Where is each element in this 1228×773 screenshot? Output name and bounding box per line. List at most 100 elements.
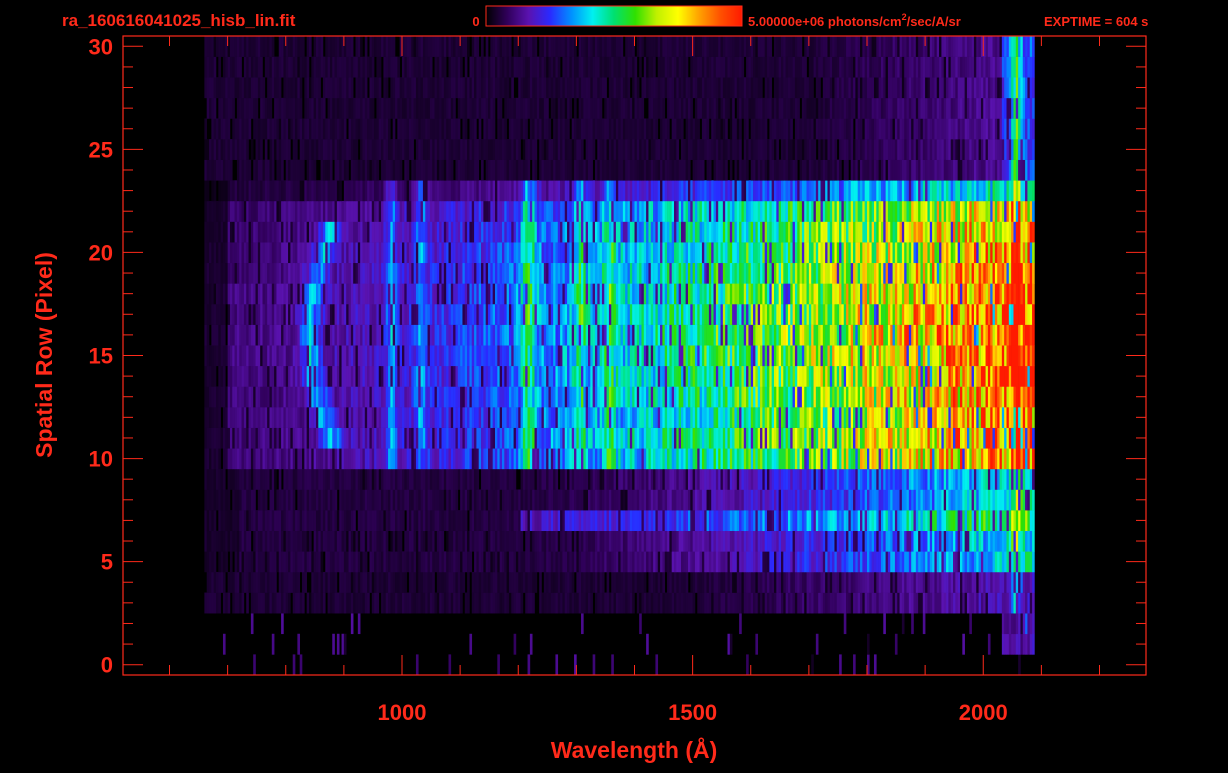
heatmap-cell xyxy=(507,345,510,366)
heatmap-cell xyxy=(486,551,489,572)
heatmap-cell xyxy=(823,469,826,490)
heatmap-cell xyxy=(951,510,954,531)
heatmap-cell xyxy=(509,386,512,407)
heatmap-cell xyxy=(732,551,735,572)
heatmap-cell xyxy=(323,593,326,614)
heatmap-cell xyxy=(593,386,596,407)
heatmap-cell xyxy=(576,572,579,593)
heatmap-cell xyxy=(832,489,835,510)
heatmap-cell xyxy=(904,448,907,469)
heatmap-cell xyxy=(502,366,505,387)
heatmap-cell xyxy=(986,593,989,614)
heatmap-cell xyxy=(802,366,805,387)
heatmap-cell xyxy=(753,345,756,366)
heatmap-cell xyxy=(511,489,514,510)
heatmap-cell xyxy=(383,510,386,531)
heatmap-cell xyxy=(307,593,310,614)
heatmap-cell xyxy=(795,428,798,449)
heatmap-cell xyxy=(874,531,877,552)
heatmap-cell xyxy=(918,572,921,593)
heatmap-cell xyxy=(1000,345,1003,366)
heatmap-cell xyxy=(379,469,382,490)
heatmap-cell xyxy=(693,448,696,469)
heatmap-cell xyxy=(700,407,703,428)
heatmap-cell xyxy=(969,531,972,552)
heatmap-cell xyxy=(758,448,761,469)
heatmap-cell xyxy=(667,366,670,387)
heatmap-cell xyxy=(1018,428,1021,449)
heatmap-cell xyxy=(425,428,428,449)
heatmap-cell xyxy=(632,407,635,428)
heatmap-cell xyxy=(660,345,663,366)
heatmap-cell xyxy=(1020,407,1023,428)
heatmap-cell xyxy=(493,489,496,510)
heatmap-cell xyxy=(734,345,737,366)
heatmap-cell xyxy=(300,469,303,490)
heatmap-cell xyxy=(525,407,528,428)
heatmap-cell xyxy=(674,325,677,346)
heatmap-cell xyxy=(297,345,300,366)
heatmap-cell xyxy=(767,551,770,572)
heatmap-cell xyxy=(516,448,519,469)
heatmap-cell xyxy=(725,325,728,346)
heatmap-cell xyxy=(967,510,970,531)
heatmap-cell xyxy=(855,407,858,428)
heatmap-cell xyxy=(323,428,326,449)
heatmap-cell xyxy=(374,366,377,387)
heatmap-cell xyxy=(279,593,282,614)
heatmap-cell xyxy=(428,448,431,469)
heatmap-cell xyxy=(632,531,635,552)
heatmap-cell xyxy=(209,345,212,366)
heatmap-cell xyxy=(809,366,812,387)
heatmap-cell xyxy=(518,407,521,428)
heatmap-cell xyxy=(760,531,763,552)
heatmap-cell xyxy=(932,407,935,428)
heatmap-cell xyxy=(893,345,896,366)
heatmap-cell xyxy=(402,448,405,469)
heatmap-cell xyxy=(679,366,682,387)
heatmap-cell xyxy=(400,572,403,593)
heatmap-cell xyxy=(351,531,354,552)
heatmap-cell xyxy=(702,407,705,428)
heatmap-cell xyxy=(765,325,768,346)
heatmap-cell xyxy=(728,448,731,469)
heatmap-cell xyxy=(328,448,331,469)
heatmap-cell xyxy=(765,551,768,572)
heatmap-cell xyxy=(635,386,638,407)
heatmap-cell xyxy=(239,531,242,552)
heatmap-cell xyxy=(381,407,384,428)
heatmap-cell xyxy=(702,572,705,593)
heatmap-cell xyxy=(207,531,210,552)
heatmap-cell xyxy=(500,572,503,593)
heatmap-cell xyxy=(651,551,654,572)
heatmap-cell xyxy=(765,448,768,469)
heatmap-cell xyxy=(728,551,731,572)
heatmap-cell xyxy=(516,366,519,387)
heatmap-cell xyxy=(744,325,747,346)
heatmap-cell xyxy=(360,366,363,387)
heatmap-cell xyxy=(874,386,877,407)
heatmap-cell xyxy=(330,366,333,387)
heatmap-cell xyxy=(972,593,975,614)
heatmap-cell xyxy=(783,345,786,366)
heatmap-cell xyxy=(476,510,479,531)
heatmap-cell xyxy=(916,428,919,449)
heatmap-cell xyxy=(972,510,975,531)
heatmap-cell xyxy=(490,593,493,614)
heatmap-cell xyxy=(1007,386,1010,407)
heatmap-cell xyxy=(693,489,696,510)
heatmap-cell xyxy=(648,489,651,510)
heatmap-cell xyxy=(907,366,910,387)
heatmap-cell xyxy=(439,489,442,510)
heatmap-cell xyxy=(546,448,549,469)
heatmap-cell xyxy=(332,510,335,531)
heatmap-cell xyxy=(328,386,331,407)
heatmap-cell xyxy=(809,469,812,490)
heatmap-cell xyxy=(637,531,640,552)
heatmap-cell xyxy=(809,531,812,552)
heatmap-cell xyxy=(511,448,514,469)
heatmap-cell xyxy=(216,469,219,490)
heatmap-cell xyxy=(876,593,879,614)
heatmap-cell xyxy=(286,386,289,407)
heatmap-cell xyxy=(630,325,633,346)
